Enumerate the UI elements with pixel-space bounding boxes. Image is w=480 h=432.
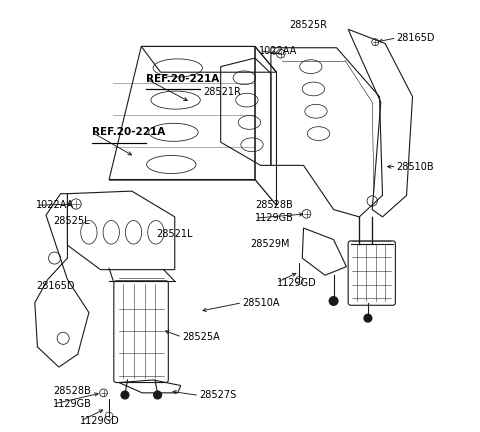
- Text: REF.20-221A: REF.20-221A: [92, 127, 165, 137]
- Text: 28529M: 28529M: [251, 239, 290, 249]
- Text: 28528B: 28528B: [255, 200, 293, 210]
- Text: 28525A: 28525A: [182, 332, 220, 342]
- Text: REF.20-221A: REF.20-221A: [145, 73, 219, 84]
- Text: 28510B: 28510B: [396, 162, 434, 172]
- Text: 1022AA: 1022AA: [259, 46, 298, 56]
- Circle shape: [364, 314, 372, 322]
- Text: 28525L: 28525L: [53, 216, 90, 226]
- Text: 28521L: 28521L: [156, 229, 193, 239]
- Text: 28528B: 28528B: [53, 386, 91, 396]
- Text: 1022AA: 1022AA: [36, 200, 74, 210]
- Circle shape: [154, 391, 161, 399]
- Text: 1129GB: 1129GB: [53, 399, 92, 409]
- Text: 28165D: 28165D: [396, 33, 435, 43]
- Text: 1129GD: 1129GD: [276, 277, 316, 288]
- Circle shape: [121, 391, 129, 399]
- Text: 28525R: 28525R: [289, 20, 327, 30]
- Circle shape: [329, 297, 338, 305]
- Text: 28510A: 28510A: [242, 298, 280, 308]
- Text: 28165D: 28165D: [36, 280, 74, 291]
- Text: 28527S: 28527S: [199, 391, 237, 400]
- Text: 28521R: 28521R: [204, 86, 241, 96]
- Text: 1129GB: 1129GB: [255, 213, 294, 223]
- Text: 1129GD: 1129GD: [80, 416, 120, 426]
